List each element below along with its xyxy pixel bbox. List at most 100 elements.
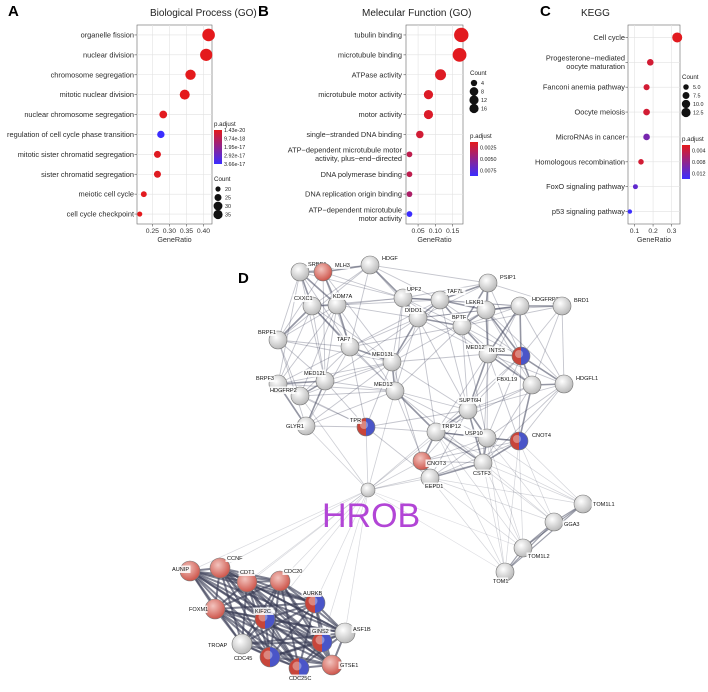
term-label-line: ATP−dependent microtubule (309, 205, 402, 214)
network-edge (277, 339, 393, 363)
x-tick-label: 0.25 (146, 228, 159, 235)
enrichment-dot (435, 69, 447, 81)
node-label-bg (335, 335, 353, 343)
node-hdgfl1 (554, 374, 574, 394)
padj-colorbar (682, 145, 690, 179)
network-edge (321, 489, 369, 643)
node-label-bg (232, 654, 253, 662)
node-label: LEKR1 (466, 300, 484, 306)
node-label: PSIP1 (500, 275, 516, 281)
network-edge (214, 580, 281, 610)
term-label: single−stranded DNA binding (306, 130, 402, 139)
plot-frame (627, 24, 681, 225)
enrichment-dot (406, 191, 413, 198)
x-tick-label: 0.3 (667, 228, 677, 235)
padj-legend-label: 0.0075 (480, 168, 497, 174)
term-label: microtubule binding (338, 50, 402, 59)
node-label-bg (450, 313, 468, 321)
x-axis-title: GeneRatio (417, 235, 451, 244)
network-edge (349, 346, 367, 428)
node-label: CDC25C (289, 676, 311, 682)
plot-frame (136, 24, 213, 225)
network-edge (349, 299, 441, 348)
node-cdc45 (259, 646, 281, 668)
node-label-bg (310, 627, 331, 635)
enrichment-dot (157, 130, 165, 139)
network-edge (518, 383, 565, 442)
node-label: TRIP12 (442, 424, 461, 430)
network-edge (305, 425, 369, 491)
node-label-bg (572, 296, 590, 304)
chart-title: Melecular Function (GO) (362, 8, 471, 19)
network-edge (299, 271, 326, 382)
term-label: tubulin binding (354, 30, 402, 39)
node-label-bg (253, 607, 274, 615)
network-edge (486, 437, 524, 549)
enrichment-dot (632, 184, 638, 190)
network-edge (367, 431, 437, 491)
network-edge (417, 305, 521, 319)
node-highlight (514, 349, 524, 359)
node-label: KDM7A (333, 294, 353, 300)
network-edge (336, 299, 441, 306)
network-edge (402, 297, 463, 327)
network-edge (189, 489, 369, 572)
node-label: MED12 (466, 345, 485, 351)
network-edge (264, 489, 369, 620)
node-label: INTS3 (489, 348, 505, 354)
network-edge (277, 304, 338, 385)
node-label-bg (464, 298, 485, 306)
node-label-bg (487, 346, 508, 354)
enrichment-dot (179, 89, 190, 100)
node-label: CDC20 (284, 569, 302, 575)
term-label: motor activity (358, 110, 402, 119)
network-edge (482, 384, 533, 464)
node-label-bg (206, 641, 227, 649)
network-edge (305, 390, 396, 427)
network-edge (311, 305, 326, 382)
panel-letter: A (8, 3, 19, 20)
enrichment-dot (638, 159, 644, 165)
network-edge (314, 489, 369, 604)
node-label: TOM1L1 (593, 502, 615, 508)
network-edge (336, 304, 419, 319)
network-edge (246, 489, 369, 583)
network-edge (504, 503, 584, 573)
node-hdgf (360, 255, 380, 275)
node-label: CNOT4 (532, 433, 551, 439)
enrichment-dot (423, 90, 434, 100)
node-label: TROAP (208, 643, 228, 649)
node-cstf3 (473, 453, 493, 473)
network-edge (486, 437, 584, 505)
network-edge (241, 643, 333, 666)
node-tom1l1 (573, 494, 593, 514)
term-label: microtubule motor activity (318, 90, 402, 99)
network-edge (277, 304, 338, 341)
enrichment-dot (137, 211, 143, 217)
node-label-bg (403, 306, 424, 314)
network-edge (429, 437, 488, 479)
term-label: ATPase activity (352, 70, 403, 79)
network-edge (435, 431, 506, 573)
term-label-line: activity, plus−end−directed (315, 154, 402, 163)
node-label-bg (187, 605, 208, 613)
panel-d-ppi-network: D HROBSRBD1MLH3HDGFPSIP1UPF2TAF7LCXXC1KDM… (170, 254, 615, 682)
node-label: MLH3 (335, 263, 350, 269)
network-edge (365, 361, 393, 428)
network-edge (189, 570, 281, 582)
network-edge (394, 325, 463, 392)
network-edge (277, 264, 371, 341)
node-label: AURKB (303, 591, 323, 597)
node-label: HDGFRP2 (270, 388, 297, 394)
network-edge (277, 339, 351, 348)
node-label-bg (238, 568, 256, 576)
node-label: DIDO1 (405, 308, 422, 314)
padj-legend-title: p.adjust (682, 136, 704, 143)
chart-title: Biological Process (GO) (150, 8, 257, 19)
count-legend-label: 4 (481, 81, 484, 87)
network-edge (482, 462, 584, 505)
node-label-bg (405, 285, 423, 293)
node-label-bg (282, 567, 303, 575)
network-edge (531, 305, 563, 386)
